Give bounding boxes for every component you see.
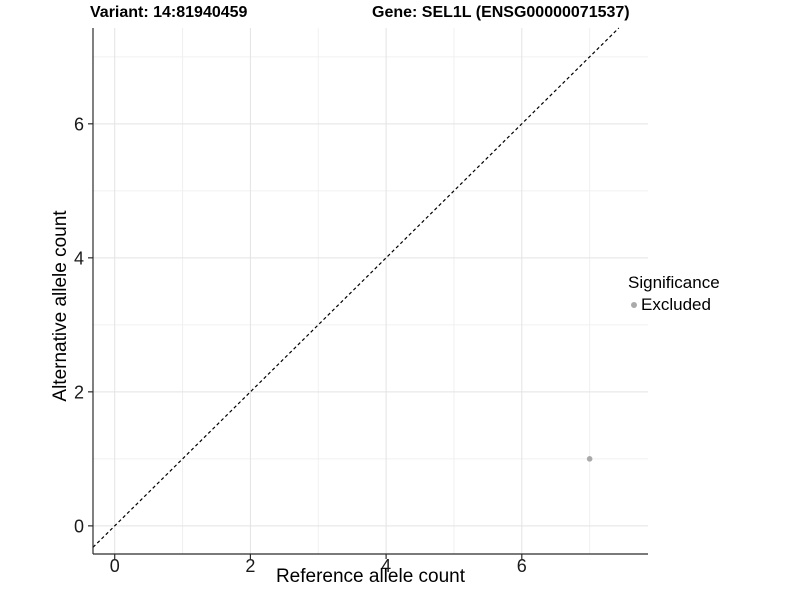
variant-title: Variant: 14:81940459	[90, 4, 248, 21]
x-tick-label: 6	[517, 556, 527, 576]
y-axis-title: Alternative allele count	[50, 210, 71, 402]
y-tick-label: 2	[74, 382, 84, 402]
legend: Significance Excluded	[628, 273, 720, 315]
legend-entry-label: Excluded	[641, 295, 711, 314]
legend-title: Significance	[628, 273, 720, 292]
x-axis-title: Reference allele count	[275, 566, 466, 587]
identity-line	[92, 27, 620, 548]
x-tick-label: 4	[381, 556, 391, 576]
y-tick-label: 4	[74, 248, 84, 268]
legend-point-icon	[631, 302, 637, 308]
data-point	[586, 456, 593, 462]
x-tick-label: 0	[110, 556, 120, 576]
legend-entry-excluded: Excluded	[628, 295, 720, 315]
y-tick-label: 6	[74, 114, 84, 134]
x-tick-label: 2	[245, 556, 255, 576]
y-tick-label: 0	[74, 516, 84, 536]
gene-title: Gene: SEL1L (ENSG00000071537)	[372, 4, 630, 21]
